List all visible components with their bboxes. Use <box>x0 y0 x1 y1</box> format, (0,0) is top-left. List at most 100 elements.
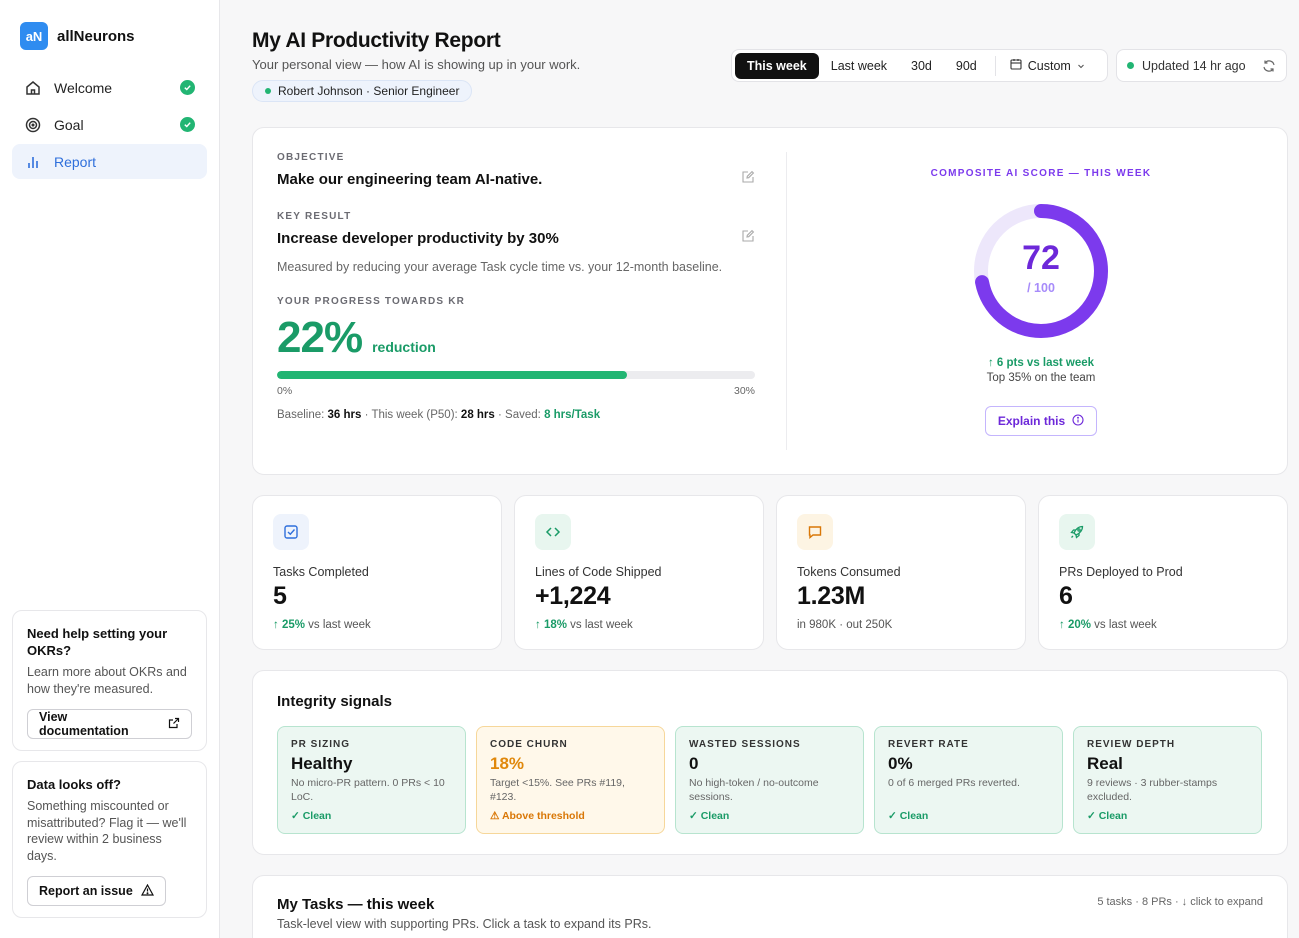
signal-value: 0 <box>689 754 699 773</box>
score-ring-chart <box>974 204 1108 338</box>
metric-delta-strong: ↑ 18% <box>535 619 567 631</box>
my-tasks-card: My Tasks — this week Task-level view wit… <box>252 875 1288 938</box>
range-this-week[interactable]: This week <box>735 52 819 79</box>
flag-card: Data looks off? Something miscounted or … <box>12 761 207 918</box>
sidebar-item-report[interactable]: Report <box>12 144 207 179</box>
tasks-subtitle: Task-level view with supporting PRs. Cli… <box>277 917 652 931</box>
divider <box>994 55 996 76</box>
range-30d[interactable]: 30d <box>911 58 932 73</box>
edit-key-result-icon[interactable] <box>741 229 755 248</box>
score-title: COMPOSITE AI SCORE — THIS WEEK <box>930 168 1152 179</box>
refresh-icon[interactable] <box>1262 59 1276 73</box>
progress-bar <box>277 371 755 379</box>
signal-revert-rate[interactable]: REVERT RATE 0% 0 of 6 merged PRs reverte… <box>874 726 1063 834</box>
brand-name: allNeurons <box>57 27 135 45</box>
range-custom-label: Custom <box>1027 58 1071 73</box>
signal-wasted-sessions[interactable]: WASTED SESSIONS 0 No high-token / no-out… <box>675 726 864 834</box>
user-label: Robert Johnson · Senior Engineer <box>278 84 460 98</box>
metric-delta-rest: vs last week <box>304 619 371 631</box>
home-icon <box>24 79 42 97</box>
sidebar-item-label: Report <box>54 153 97 170</box>
page-subtitle: Your personal view — how AI is showing u… <box>252 57 581 72</box>
thisweek-label: This week (P50): <box>371 409 458 421</box>
score-value: 72 <box>1022 239 1060 277</box>
button-label: Explain this <box>997 414 1066 428</box>
saved-label: Saved: <box>505 409 541 421</box>
user-pill: Robert Johnson · Senior Engineer <box>252 80 473 102</box>
status-dot <box>1127 62 1134 69</box>
rocket-icon <box>1059 514 1095 550</box>
progress-unit: reduction <box>372 339 436 355</box>
key-result-text: Increase developer productivity by 30% <box>277 230 559 247</box>
progress-bar-fill <box>277 371 628 379</box>
metric-label: Tasks Completed <box>273 565 369 579</box>
signal-description: No micro-PR pattern. 0 PRs < 10 LoC. <box>291 777 445 803</box>
tasks-meta[interactable]: 5 tasks · 8 PRs · ↓ click to expand <box>1097 896 1263 908</box>
objective-text: Make our engineering team AI-native. <box>277 171 543 188</box>
view-documentation-button[interactable]: View documentation <box>27 709 192 739</box>
metric-delta: ↑ 18% vs last week <box>535 619 633 631</box>
key-result-label: KEY RESULT <box>277 211 352 222</box>
metric-card-loc: Lines of Code Shipped +1,224 ↑ 18% vs la… <box>514 495 764 650</box>
objective-row: Make our engineering team AI-native. <box>277 170 755 189</box>
report-issue-button[interactable]: Report an issue <box>27 876 166 906</box>
separator: · <box>364 409 372 421</box>
saved-value: 8 hrs/Task <box>544 409 601 421</box>
divider <box>786 152 787 450</box>
signal-value: 18% <box>490 754 525 773</box>
metric-delta: ↑ 20% vs last week <box>1059 619 1157 631</box>
key-result-row: Increase developer productivity by 30% <box>277 229 755 248</box>
brand[interactable]: aN allNeurons <box>20 22 135 50</box>
button-label: Report an issue <box>39 884 133 898</box>
explain-button[interactable]: Explain this <box>984 406 1098 436</box>
objective-label: OBJECTIVE <box>277 152 345 163</box>
bar-chart-icon <box>24 153 42 171</box>
signal-value: Healthy <box>291 754 353 773</box>
key-result-description: Measured by reducing your average Task c… <box>277 260 723 274</box>
baseline-value: 36 hrs <box>327 409 362 421</box>
baseline-label: Baseline: <box>277 409 325 421</box>
signal-label: WASTED SESSIONS <box>689 739 801 750</box>
info-icon <box>1072 413 1084 429</box>
score-rank: Top 35% on the team <box>986 372 1096 384</box>
signal-label: PR SIZING <box>291 739 351 750</box>
progress-bar-labels: 0% 30% <box>277 385 755 397</box>
sidebar-item-goal[interactable]: Goal <box>12 107 207 142</box>
signal-description: 9 reviews · 3 rubber-stamps excluded. <box>1087 777 1218 803</box>
brand-logo: aN <box>20 22 48 50</box>
signal-review-depth[interactable]: REVIEW DEPTH Real 9 reviews · 3 rubber-s… <box>1073 726 1262 834</box>
metric-value: 5 <box>273 582 287 610</box>
range-custom[interactable]: Custom <box>1002 58 1093 73</box>
separator: · <box>498 409 506 421</box>
baseline-line: Baseline: 36 hrs · This week (P50): 28 h… <box>277 409 755 421</box>
warning-icon <box>140 883 154 899</box>
score-ring-arc <box>974 204 1108 338</box>
signal-description: No high-token / no-outcome sessions. <box>689 777 819 803</box>
metric-delta-strong: ↑ 25% <box>273 619 305 631</box>
help-title: Need help setting your OKRs? <box>27 626 168 658</box>
chevron-down-icon <box>1077 59 1085 73</box>
metric-delta-strong: ↑ 20% <box>1059 619 1091 631</box>
metric-delta-rest: in 980K · out 250K <box>797 619 893 631</box>
chat-icon <box>797 514 833 550</box>
flag-body: Something miscounted or misattributed? F… <box>27 799 187 863</box>
progress-value: 22% <box>277 313 363 362</box>
tasks-title: My Tasks — this week <box>277 896 435 913</box>
metric-label: PRs Deployed to Prod <box>1059 565 1183 579</box>
updated-label: Updated 14 hr ago <box>1142 58 1246 73</box>
range-90d[interactable]: 90d <box>955 58 977 73</box>
signal-label: REVIEW DEPTH <box>1087 739 1176 750</box>
sidebar-item-label: Welcome <box>54 79 113 96</box>
check-icon <box>180 80 195 95</box>
signal-pr-sizing[interactable]: PR SIZING Healthy No micro-PR pattern. 0… <box>277 726 466 834</box>
signal-code-churn[interactable]: CODE CHURN 18% Target <15%. See PRs #119… <box>476 726 665 834</box>
edit-objective-icon[interactable] <box>741 170 755 189</box>
sidebar-item-welcome[interactable]: Welcome <box>12 70 207 105</box>
check-icon <box>180 117 195 132</box>
range-last-week[interactable]: Last week <box>830 58 888 73</box>
metric-value: +1,224 <box>535 582 611 610</box>
help-body: Learn more about OKRs and how they're me… <box>27 665 187 696</box>
sidebar: aN allNeurons Welcome Goal Repo <box>0 0 220 938</box>
signal-label: CODE CHURN <box>490 739 568 750</box>
help-card: Need help setting your OKRs? Learn more … <box>12 610 207 751</box>
